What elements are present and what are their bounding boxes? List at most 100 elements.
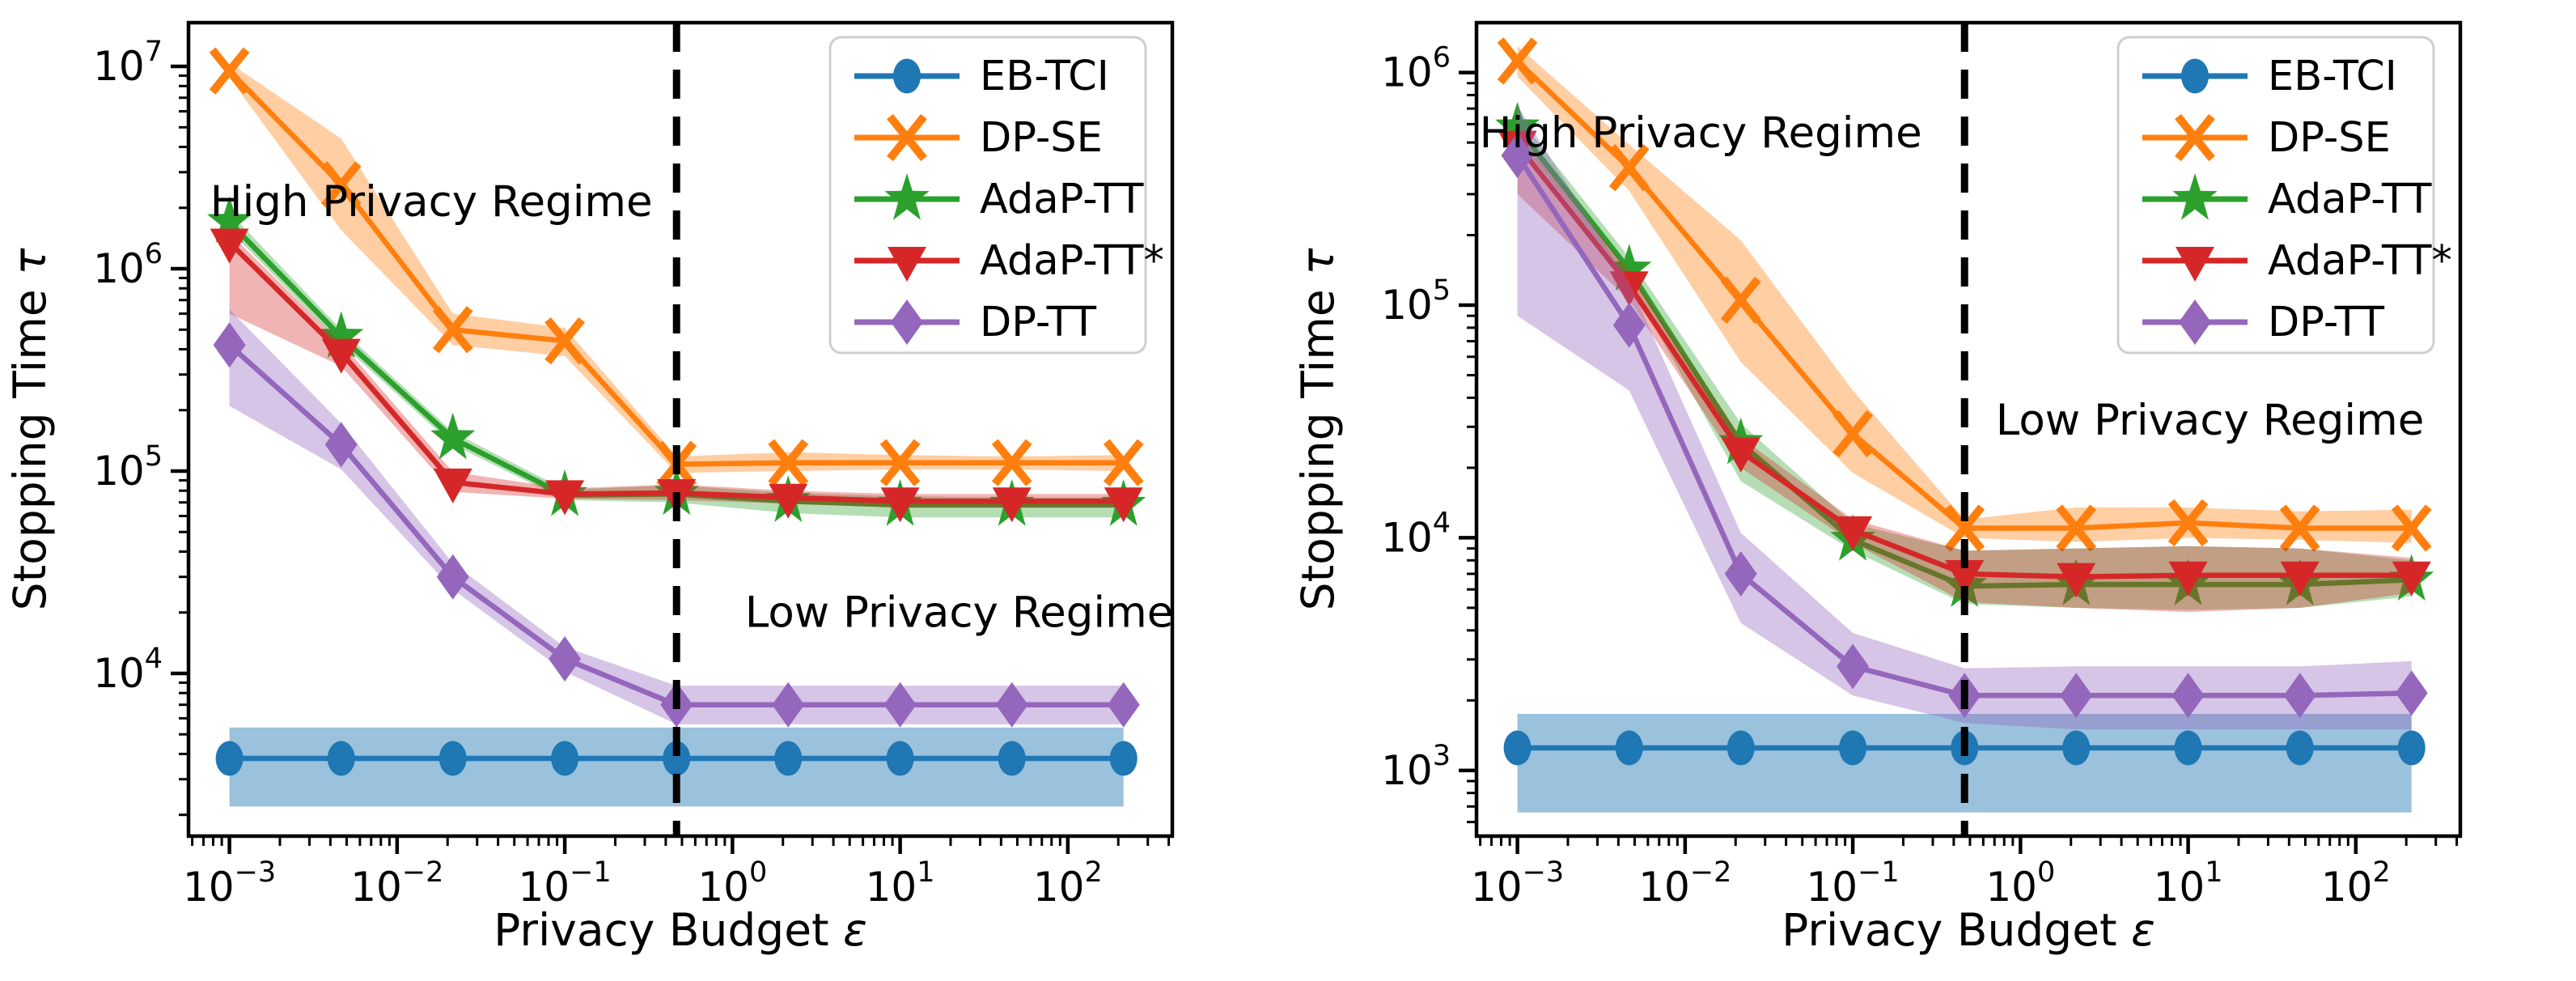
triangle-down-marker [888,247,926,282]
diamond-marker [891,299,923,345]
circle-marker [1839,730,1867,766]
legend-label: AdaP-TT [2268,176,2432,223]
triangle-down-marker [2392,561,2431,597]
legend-entry-DP-TT: DP-TT [2142,299,2385,346]
triangle-down-marker [2057,563,2096,598]
diamond-marker [436,554,469,600]
triangle-down-marker [880,487,920,523]
x-marker [1608,143,1650,192]
confidence-band [229,309,1124,724]
diamond-marker [1612,302,1646,348]
diamond-marker [883,682,917,728]
legend-label: AdaP-TT [980,176,1144,223]
diamond-marker [772,682,805,728]
triangle-down-marker [769,483,808,519]
legend-label: DP-SE [2268,114,2391,162]
triangle-down-marker [1833,516,1873,551]
circle-marker [998,741,1026,776]
legend-entry-EB-TCI: EB-TCI [854,53,1109,100]
star-marker [1607,244,1652,291]
diamond-marker [1107,682,1140,728]
x-tick-label: 10−3 [1471,856,1564,911]
y-tick-label: 105 [93,440,163,495]
circle-marker [2397,730,2426,766]
y-axis: 103 104 105 106 [1381,42,1477,824]
triangle-down-marker [2280,561,2320,597]
x-marker [2056,504,2097,552]
legend-label: DP-TT [2268,299,2385,346]
x-axis: 10−3 10−2 10−1 100 101 102 [183,836,1171,911]
y-axis-label: Stopping Time τ [1292,248,1344,611]
star-marker [2172,173,2218,220]
series-AdaP-TT* [1498,130,2431,613]
confidence-band [1517,116,2412,610]
x-marker [1497,37,1538,85]
circle-marker [774,741,803,776]
high-privacy-label: High Privacy Regime [1480,108,1922,158]
x-tick-label: 10−2 [350,856,443,911]
x-marker [1720,276,1761,325]
x-tick-label: 10−2 [1638,856,1731,911]
legend-label: EB-TCI [980,53,1109,100]
legend-entry-AdaP-TT*: AdaP-TT* [854,237,1164,285]
x-tick-label: 102 [1033,856,1103,911]
circle-marker [2062,730,2091,766]
triangle-down-marker [1609,271,1649,307]
x-tick-label: 102 [2321,856,2391,911]
x-marker [2167,499,2209,547]
diamond-marker [2179,299,2211,345]
x-axis-label: Privacy Budget ε [1782,904,2155,956]
series-DP-SE [1497,37,2432,552]
circle-marker [1727,730,1755,766]
legend-entry-EB-TCI: EB-TCI [2142,53,2397,100]
diamond-marker [1837,643,1870,690]
x-marker [887,113,927,162]
legend-label: DP-TT [980,299,1097,346]
x-tick-label: 101 [866,856,935,911]
circle-marker [439,741,467,776]
diamond-marker [2171,673,2205,719]
series-DP-SE [209,47,1144,488]
triangle-down-marker [992,487,1032,523]
x-tick-label: 10−1 [518,856,611,911]
x-axis-label: Privacy Budget ε [494,904,867,956]
x-tick-label: 100 [1985,856,2055,911]
legend-entry-AdaP-TT: AdaP-TT [854,173,1144,223]
y-tick-label: 104 [93,643,163,697]
diamond-marker [1724,550,1757,597]
triangle-down-marker [210,228,249,264]
x-tick-label: 10−3 [183,856,276,911]
chart-right: 10−3 10−2 10−1 100 101 102 103 104 105 106 High Pr… [1288,0,2576,981]
triangle-down-marker [433,468,472,503]
legend: EB-TCI DP-SE AdaP-TT AdaP-TT* DP-TT [828,36,1164,355]
circle-marker [551,741,579,776]
y-tick-label: 106 [93,238,163,292]
legend: EB-TCI DP-SE AdaP-TT AdaP-TT* DP-TT [2116,36,2452,355]
star-marker [1495,101,1540,149]
x-tick-label: 101 [2154,856,2223,911]
diamond-marker [2283,673,2316,719]
legend-entry-DP-SE: DP-SE [854,113,1103,162]
circle-marker [893,58,921,94]
plot-spines [1474,20,2463,839]
plot-spines [186,20,1175,839]
diamond-marker [995,682,1028,728]
diamond-marker [2060,673,2093,719]
x-marker [544,317,585,365]
star-marker [430,412,476,460]
star-marker [207,196,252,244]
x-marker [1944,504,1985,552]
y-tick-label: 103 [1381,740,1451,794]
y-axis-label: Stopping Time τ [4,248,56,611]
low-privacy-label: Low Privacy Regime [1996,396,2425,445]
legend-label: AdaP-TT* [980,237,1164,285]
x-marker [991,439,1032,486]
triangle-down-marker [1721,437,1760,473]
circle-marker [886,741,914,776]
circle-marker [2174,730,2202,766]
triangle-down-marker [1104,487,1143,523]
y-tick-label: 107 [93,36,163,90]
y-tick-label: 105 [1381,274,1451,329]
chart-left: 10−3 10−2 10−1 100 101 102 104 105 106 107 High Pr… [4,20,1175,956]
